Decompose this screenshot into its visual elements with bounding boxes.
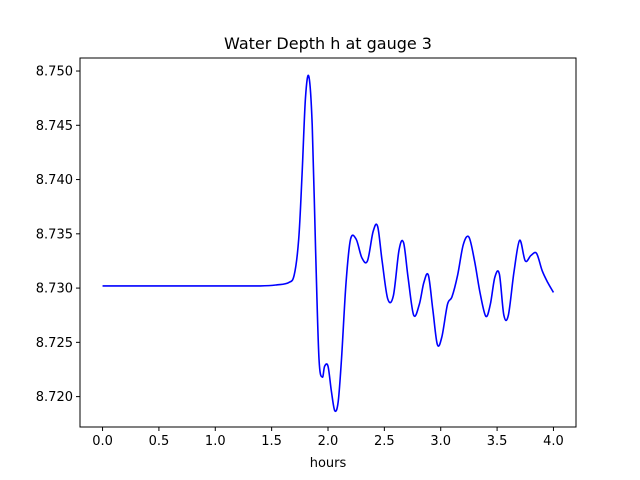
y-tick-label: 8.730 xyxy=(36,282,73,297)
x-tick-label: 0.5 xyxy=(149,434,170,449)
y-axis: 8.720 8.725 8.730 8.735 8.740 8.745 8.750 xyxy=(36,65,80,405)
x-tick-label: 3.0 xyxy=(430,434,451,449)
x-axis-label: hours xyxy=(310,456,347,471)
x-tick-label: 1.0 xyxy=(205,434,226,449)
x-tick-label: 3.5 xyxy=(487,434,508,449)
x-tick-label: 1.5 xyxy=(261,434,282,449)
chart-title: Water Depth h at gauge 3 xyxy=(224,34,432,53)
y-tick-label: 8.750 xyxy=(36,65,73,80)
y-tick-label: 8.720 xyxy=(36,390,73,405)
series-line xyxy=(102,74,555,413)
series-group xyxy=(102,74,555,413)
y-tick-label: 8.745 xyxy=(36,119,73,134)
plot-frame xyxy=(79,57,577,428)
x-tick-label: 4.0 xyxy=(543,434,564,449)
x-tick-label: 2.0 xyxy=(318,434,339,449)
x-axis: 0.0 0.5 1.0 1.5 2.0 2.5 3.0 3.5 4.0 xyxy=(92,427,564,449)
y-tick-label: 8.725 xyxy=(36,336,73,351)
x-tick-label: 0.0 xyxy=(92,434,113,449)
x-tick-label: 2.5 xyxy=(374,434,395,449)
y-tick-label: 8.735 xyxy=(36,227,73,242)
y-tick-label: 8.740 xyxy=(36,173,73,188)
